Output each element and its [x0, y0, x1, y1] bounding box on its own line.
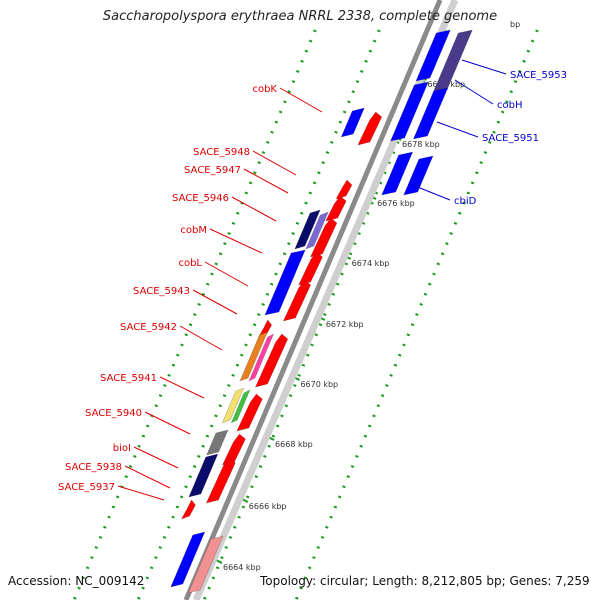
gene-reverse-bioI-grey: [206, 429, 229, 456]
scale-tick-label: 6668 kbp: [275, 440, 313, 449]
gene-bottom-blue: [170, 531, 206, 588]
gene-reverse-SACE_5946-violet: [305, 211, 329, 250]
gene-label-reverse: SACE_5938: [65, 462, 122, 473]
label-leader: [231, 196, 277, 222]
gene-label-reverse: SACE_5940: [85, 408, 142, 419]
gene-reverse-SACE_5942: [254, 333, 289, 388]
scale-tick-label: 6664 kbp: [223, 563, 261, 572]
gene-reverse-SACE_5938: [205, 457, 236, 504]
gene-label-reverse: cobL: [178, 258, 202, 269]
gene-reverse-cobM: [309, 217, 338, 258]
gene-label-reverse: SACE_5947: [184, 165, 241, 176]
gene-reverse-SACE_5937: [180, 499, 196, 520]
gene-reverse-SACE_5941-green: [230, 389, 251, 424]
label-leader: [454, 79, 494, 105]
genome-title: Saccharopolyspora erythraea NRRL 2338, c…: [102, 9, 498, 24]
backbone-line: [183, 0, 443, 600]
label-leader: [204, 261, 249, 287]
label-leader: [117, 485, 165, 501]
gene-label-reverse: SACE_5937: [58, 482, 115, 493]
gene-reverse-bioI: [221, 433, 246, 466]
gene-label-reverse: SACE_5948: [193, 147, 250, 158]
scale-tick-label: 6676 kbp: [377, 199, 415, 208]
label-leader: [133, 446, 179, 469]
topology-text: Topology: circular; Length: 8,212,805 bp…: [260, 574, 590, 588]
gene-label-reverse: SACE_5941: [100, 373, 157, 384]
label-leader: [209, 228, 263, 254]
label-leader: [179, 325, 223, 351]
gene-forward-SACE_5953: [415, 29, 451, 82]
gene-forward-cbiD: [381, 151, 414, 196]
gene-reverse-SACE_5938-dark: [188, 453, 219, 498]
gene-label-reverse: cobK: [252, 84, 277, 95]
gene-reverse-SACE_5942-pink: [248, 333, 275, 382]
label-leader: [192, 289, 238, 315]
gene-reverse-cobK: [357, 111, 383, 146]
gene-label-forward: cbiD: [454, 196, 477, 207]
label-leader: [243, 168, 289, 194]
gene-label-forward: SACE_5953: [510, 70, 567, 81]
gene-forward-SACE_5951: [412, 87, 449, 140]
gene-label-reverse: SACE_5943: [133, 286, 190, 297]
gene-forward-cbiD-b: [403, 155, 434, 196]
dotted-guide-line: [136, 29, 381, 600]
label-leader: [461, 59, 507, 75]
gene-labels: SACE_5953 cobH SACE_5951 cbiD cobK SACE_5948 S…: [58, 70, 567, 493]
label-leader: [159, 376, 205, 399]
label-leader: [436, 121, 479, 138]
gene-label-reverse: SACE_5942: [120, 322, 177, 333]
dotted-guide-line: [202, 29, 447, 600]
gene-reverse-SACE_5941-yellow: [221, 387, 245, 424]
label-leader-lines: [117, 59, 507, 501]
gene-forward-SACE_5953b: [432, 29, 473, 94]
scale-tick-label: 6670 kbp: [300, 380, 338, 389]
gene-label-reverse: SACE_5946: [172, 193, 229, 204]
gene-label-reverse: cobM: [180, 225, 207, 236]
gene-reverse-SACE_5940: [236, 393, 263, 432]
bp-unit-label: bp: [510, 20, 521, 29]
gene-forward-cobH: [390, 81, 429, 142]
gene-reverse-SACE_5946-dark: [294, 209, 321, 250]
label-leader: [124, 465, 171, 489]
label-leader: [252, 150, 297, 176]
scale-tick-label: 6672 kbp: [326, 320, 364, 329]
label-leader: [279, 87, 323, 113]
gene-label-forward: cobH: [497, 100, 522, 111]
gene-features: [170, 29, 473, 594]
gene-reverse-cobL-blue: [264, 249, 306, 316]
dotted-guide-line: [72, 29, 317, 600]
gene-reverse-SACE_5947: [325, 195, 347, 222]
scale-tick-label: 6674 kbp: [352, 259, 390, 268]
label-leader: [409, 183, 451, 201]
accession-text: Accession: NC_009142: [8, 574, 145, 588]
gene-label-reverse: bioI: [113, 443, 131, 454]
dotted-guides: [72, 29, 539, 600]
gene-reverse-cobL: [298, 251, 323, 286]
gene-reverse-SACE_5942-orange: [239, 331, 269, 382]
label-leader: [144, 411, 191, 435]
gene-reverse-SACE_5943: [282, 279, 311, 322]
dotted-guide-line: [294, 29, 539, 600]
gene-bottom-pink: [187, 535, 224, 594]
gene-reverse-SACE_5948: [335, 179, 353, 200]
scale-tick-label: 6666 kbp: [249, 502, 287, 511]
gene-label-forward: SACE_5951: [482, 133, 539, 144]
gene-cobK-blue: [340, 107, 365, 138]
scale-tick-label: 6678 kbp: [402, 140, 440, 149]
